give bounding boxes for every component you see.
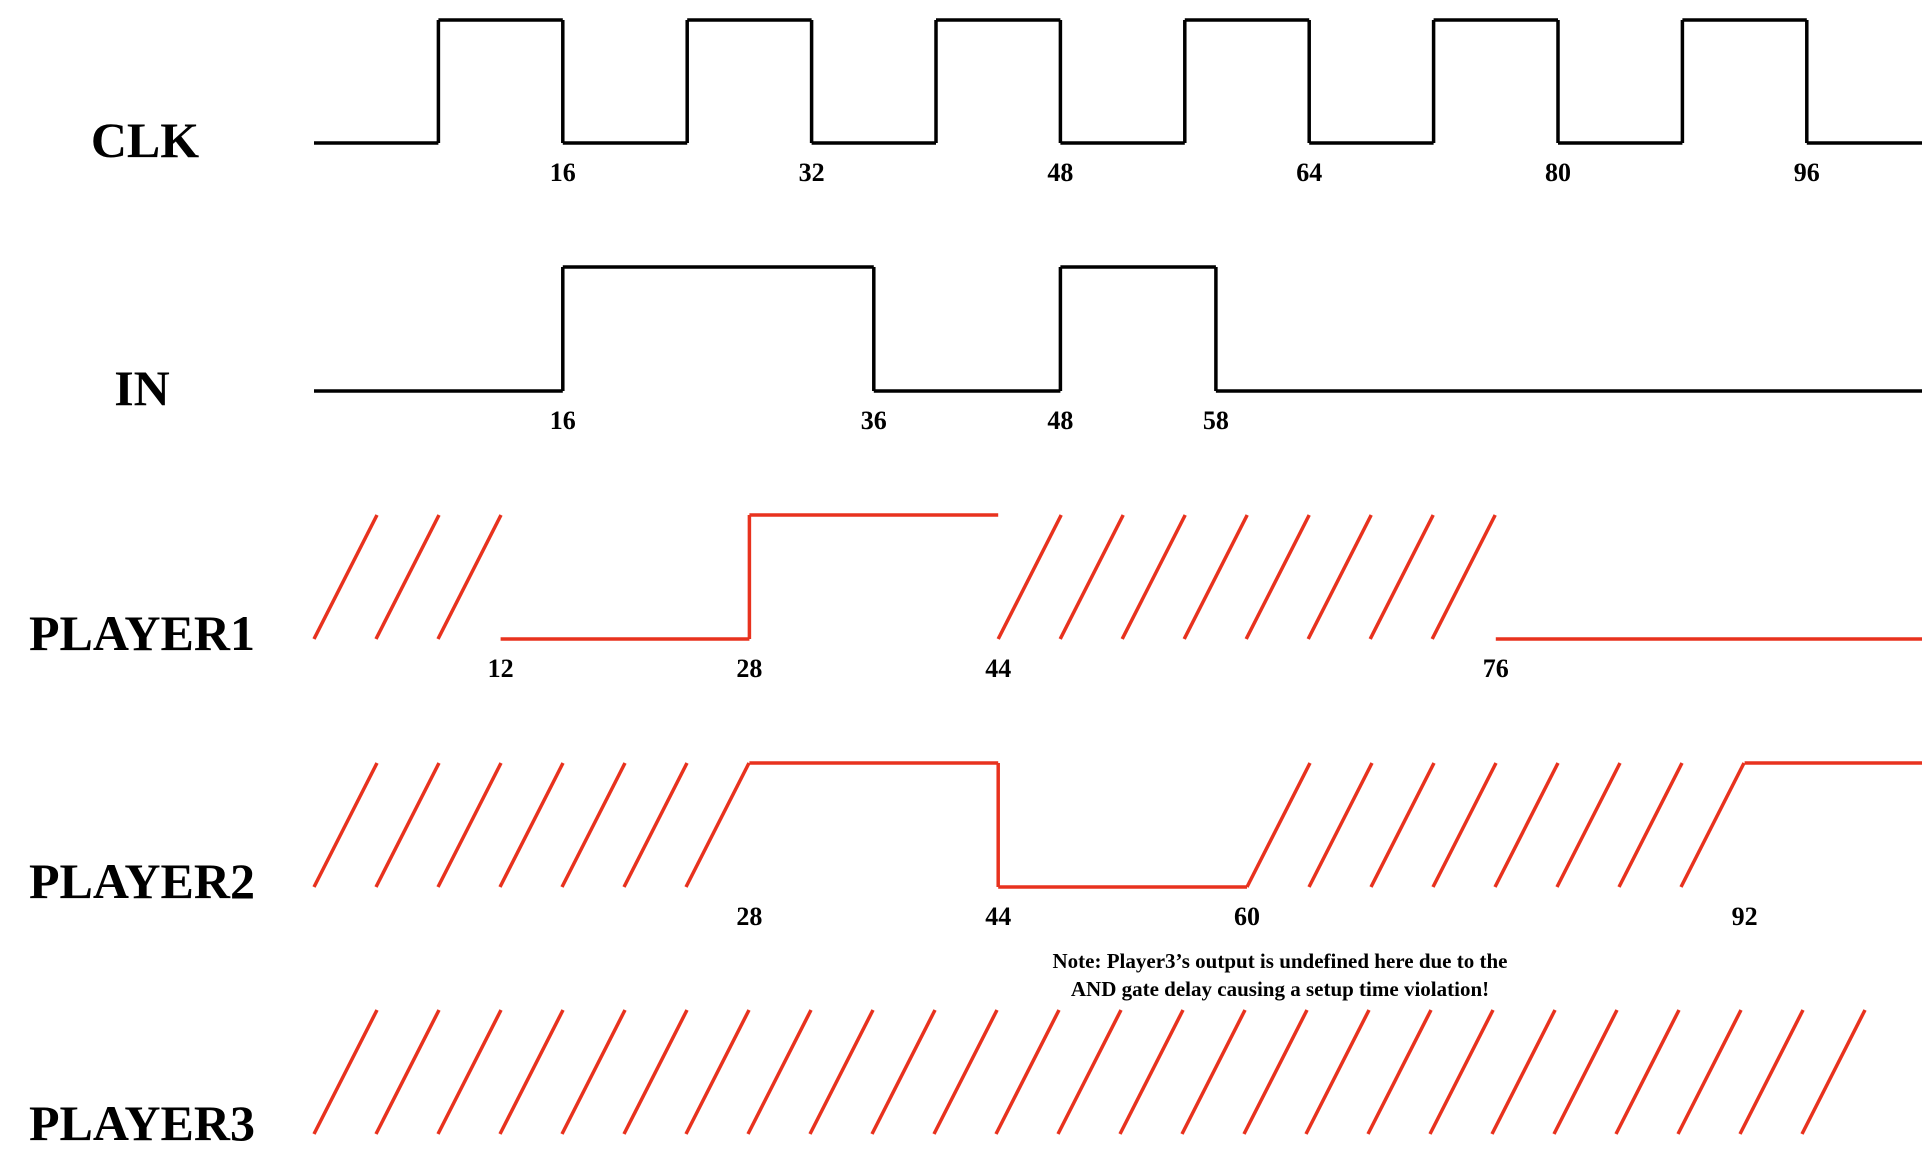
undefined-hatch-mark [1366,1009,1433,1135]
note-line-1: Note: Player3’s output is undefined here… [1053,949,1508,973]
time-label: 28 [736,902,762,931]
undefined-hatch-mark [746,1009,813,1135]
undefined-hatch-mark [808,1009,875,1135]
signal-name-player3: PLAYER3 [29,1095,255,1150]
note-line-2: AND gate delay causing a setup time viol… [1071,977,1489,1001]
time-label: 28 [736,654,762,683]
undefined-hatch-mark [1056,1009,1123,1135]
undefined-hatch-mark [1180,1009,1247,1135]
time-label: 44 [985,902,1011,931]
signal-clk: 16 32 48 64 80 96 [314,18,1922,187]
undefined-hatch-mark [374,762,441,888]
undefined-hatch-mark [312,1009,379,1135]
time-label: 92 [1732,902,1758,931]
undefined-hatch-mark [1431,762,1498,888]
undefined-hatch-mark [1118,1009,1185,1135]
undefined-hatch-mark [932,1009,999,1135]
undefined-hatch-mark [1552,1009,1619,1135]
signal-names: CLK IN PLAYER1 PLAYER2 PLAYER3 [29,112,255,1150]
undefined-hatch-mark [1617,762,1684,888]
time-label: 48 [1047,158,1073,187]
undefined-hatch-mark [1120,514,1187,640]
undefined-hatch-mark [1430,514,1497,640]
undefined-hatch-mark [1679,762,1746,888]
undefined-hatch-mark [870,1009,937,1135]
time-label: 64 [1296,158,1322,187]
time-label: 80 [1545,158,1571,187]
time-label: 16 [550,406,576,435]
time-label: 60 [1234,902,1260,931]
undefined-hatch-mark [994,1009,1061,1135]
signal-name-player2: PLAYER2 [29,853,255,909]
signal-player1: 12 28 44 76 [312,513,1922,683]
undefined-hatch-mark [622,1009,689,1135]
signal-name-player1: PLAYER1 [29,605,255,661]
time-label: 96 [1794,158,1820,187]
undefined-hatch-mark [560,762,627,888]
undefined-hatch-mark [1058,514,1125,640]
time-label: 48 [1047,406,1073,435]
undefined-hatch-mark [374,514,441,640]
undefined-hatch-mark [1369,762,1436,888]
undefined-hatch-mark [1182,514,1249,640]
undefined-hatch-mark [436,1009,503,1135]
signal-name-in: IN [114,360,170,416]
waveforms: 16 32 48 64 80 96 16 36 48 58 12 28 44 76 28 44 60 92 [312,18,1922,1135]
undefined-hatch-mark [312,762,379,888]
undefined-hatch-mark [374,1009,441,1135]
time-label: 32 [799,158,825,187]
undefined-hatch-mark [498,762,565,888]
undefined-hatch-mark [1738,1009,1805,1135]
undefined-hatch-mark [1428,1009,1495,1135]
undefined-hatch-mark [498,1009,565,1135]
undefined-hatch-mark [1304,1009,1371,1135]
undefined-hatch-mark [1490,1009,1557,1135]
time-label: 16 [550,158,576,187]
undefined-hatch-mark [1800,1009,1867,1135]
undefined-hatch-mark [436,762,503,888]
undefined-hatch-mark [560,1009,627,1135]
time-label: 58 [1203,406,1229,435]
undefined-hatch-mark [1307,762,1374,888]
undefined-hatch-mark [1245,762,1312,888]
undefined-hatch-mark [312,514,379,640]
time-label: 12 [488,654,514,683]
signal-player2: 28 44 60 92 [312,761,1922,931]
undefined-hatch-mark [1493,762,1560,888]
undefined-hatch-mark [436,514,503,640]
note: Note: Player3’s output is undefined here… [1053,949,1508,1001]
signal-in: 16 36 48 58 [314,265,1922,435]
undefined-hatch-mark [1368,514,1435,640]
undefined-hatch-mark [684,1009,751,1135]
undefined-hatch-mark [1244,514,1311,640]
time-label: 76 [1483,654,1509,683]
time-label: 36 [861,406,887,435]
undefined-hatch-mark [1614,1009,1681,1135]
signal-player3 [312,1009,1867,1135]
undefined-hatch-mark [622,762,689,888]
time-label: 44 [985,654,1011,683]
undefined-hatch-mark [1555,762,1622,888]
undefined-hatch-mark [996,514,1063,640]
undefined-hatch-mark [1306,514,1373,640]
undefined-hatch-mark [684,762,751,888]
undefined-hatch-mark [1242,1009,1309,1135]
undefined-hatch-mark [1676,1009,1743,1135]
signal-name-clk: CLK [91,112,199,168]
